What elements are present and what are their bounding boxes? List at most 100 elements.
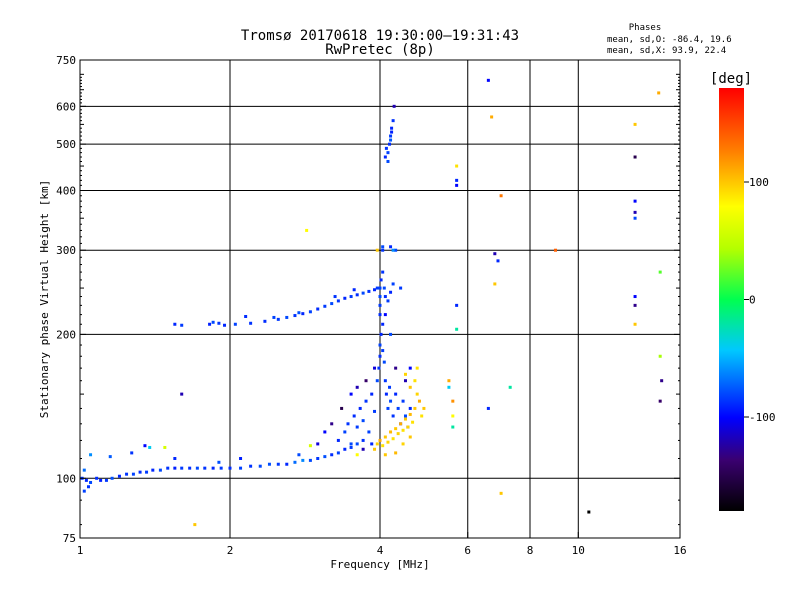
data-point [82, 489, 86, 493]
data-point [389, 399, 393, 403]
data-point [138, 470, 142, 474]
data-point [349, 295, 353, 299]
data-point [316, 442, 320, 446]
data-point [352, 414, 356, 418]
data-point [391, 437, 395, 441]
data-point [323, 455, 327, 459]
data-point [378, 438, 382, 442]
data-point [657, 91, 661, 95]
data-point [390, 130, 394, 134]
data-point [391, 414, 395, 418]
data-point [84, 478, 88, 482]
data-point [125, 472, 129, 476]
data-point [386, 151, 390, 155]
data-point [349, 442, 353, 446]
phases-x-mode: mean, sd,X: 93.9, 22.4 [607, 46, 726, 56]
data-point [378, 295, 382, 299]
data-point [343, 447, 347, 451]
data-point [89, 480, 93, 484]
data-point [447, 379, 451, 383]
data-point [508, 385, 512, 389]
data-point [285, 462, 289, 466]
data-point [379, 278, 383, 282]
data-point [358, 406, 362, 410]
data-point [217, 321, 221, 325]
data-point [301, 458, 305, 462]
data-point [349, 392, 353, 396]
data-point [355, 385, 359, 389]
data-point [394, 392, 398, 396]
data-point [110, 476, 114, 480]
data-point [633, 155, 637, 159]
y-tick-label: 300 [56, 244, 76, 257]
data-point [244, 314, 248, 318]
data-point [301, 312, 305, 316]
data-point [399, 422, 403, 426]
data-point [211, 320, 215, 324]
data-point [272, 315, 276, 319]
data-point [451, 414, 455, 418]
data-point [330, 302, 334, 306]
data-point [413, 406, 417, 410]
data-point [389, 134, 393, 138]
data-point [370, 442, 374, 446]
data-point [188, 466, 192, 470]
data-point [587, 510, 591, 514]
data-point [415, 366, 419, 370]
x-tick-label: 8 [527, 544, 534, 557]
data-point [413, 379, 417, 383]
x-tick-label: 4 [377, 544, 384, 557]
data-point [223, 323, 227, 327]
data-point [403, 414, 407, 418]
data-point [263, 319, 267, 323]
data-point [381, 444, 385, 448]
data-point [276, 462, 280, 466]
data-point [361, 447, 365, 451]
data-point [378, 303, 382, 307]
data-point [379, 332, 383, 336]
data-point [86, 485, 90, 489]
data-point [108, 455, 112, 459]
data-point [143, 444, 147, 448]
data-point [499, 194, 503, 198]
data-point [389, 245, 393, 249]
data-point [455, 178, 459, 182]
data-point [455, 327, 459, 331]
data-point [408, 385, 412, 389]
data-point [228, 466, 232, 470]
data-point [373, 447, 377, 451]
data-point [396, 432, 400, 436]
data-point [217, 460, 221, 464]
data-point [336, 299, 340, 303]
data-point [367, 430, 371, 434]
colorbar-label: [deg] [710, 71, 752, 87]
data-point [323, 430, 327, 434]
data-point [355, 442, 359, 446]
data-point [361, 419, 365, 423]
data-point [375, 286, 379, 290]
data-point [364, 379, 368, 383]
y-tick-label: 75 [63, 532, 76, 545]
data-point [381, 270, 385, 274]
data-point [386, 159, 390, 163]
data-point [422, 406, 426, 410]
data-point [378, 354, 382, 358]
data-point [403, 379, 407, 383]
grid-lines [80, 60, 680, 538]
data-point [383, 435, 387, 439]
data-point [173, 466, 177, 470]
data-point [553, 248, 557, 252]
data-point [308, 458, 312, 462]
data-point [386, 406, 390, 410]
data-point [343, 296, 347, 300]
data-point [383, 313, 387, 317]
data-point [486, 406, 490, 410]
data-point [499, 491, 503, 495]
data-point [420, 414, 424, 418]
data-point [394, 366, 398, 370]
data-point [305, 228, 309, 232]
data-point [173, 456, 177, 460]
data-point [293, 460, 297, 464]
y-tick-label: 100 [56, 472, 76, 485]
data-point [203, 466, 207, 470]
